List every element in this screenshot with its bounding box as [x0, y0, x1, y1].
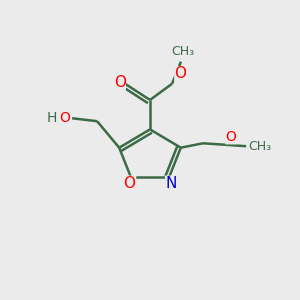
Text: O: O — [114, 75, 126, 90]
Text: O: O — [59, 111, 70, 125]
Text: O: O — [124, 176, 136, 191]
Text: O: O — [174, 66, 186, 81]
Text: H: H — [46, 111, 57, 125]
Text: CH₃: CH₃ — [171, 45, 194, 58]
Text: N: N — [166, 176, 177, 191]
Text: O: O — [226, 130, 236, 144]
Text: CH₃: CH₃ — [248, 140, 272, 153]
